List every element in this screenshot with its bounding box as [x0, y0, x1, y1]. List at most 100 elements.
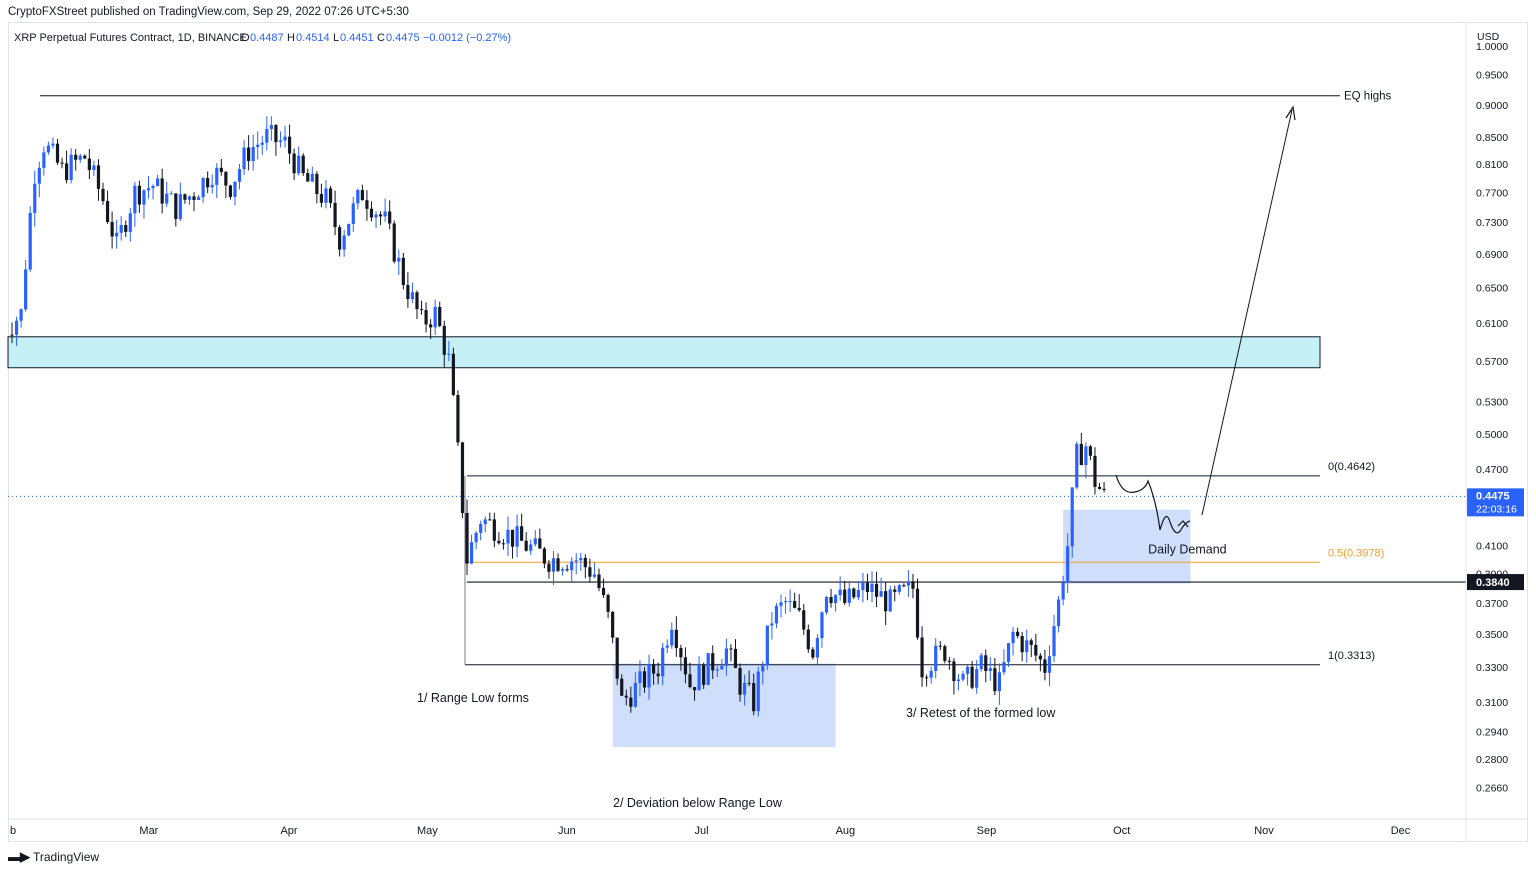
candle-body: [333, 202, 337, 228]
candle-body: [115, 232, 119, 237]
candle-body: [943, 646, 947, 661]
candle-body: [124, 225, 128, 232]
candle-body: [87, 158, 91, 170]
candle-body: [37, 167, 41, 184]
candle-body: [51, 143, 55, 146]
time-tick-label: Jun: [558, 825, 576, 837]
candle-body: [442, 325, 446, 355]
ohlc-o-label: O: [241, 32, 250, 44]
price-tick-label: 0.5700: [1476, 356, 1508, 368]
candle-body: [206, 178, 210, 188]
candle-body: [856, 590, 860, 598]
candle-body: [720, 665, 724, 670]
time-tick-label: May: [417, 825, 438, 837]
last-price-badge: [1467, 488, 1524, 517]
price-tick-label: 0.2660: [1476, 783, 1508, 795]
candle-body: [1034, 644, 1038, 656]
candle-body: [829, 597, 833, 604]
ohlc-h-label: H: [287, 32, 295, 44]
candle-body: [33, 183, 37, 213]
candle-body: [133, 185, 137, 214]
candle-body: [378, 214, 383, 217]
candle-body: [870, 583, 874, 593]
candle-body: [497, 540, 501, 544]
price-tick-label: 0.2940: [1476, 727, 1508, 739]
candle-body: [42, 152, 46, 168]
candle-body: [533, 538, 537, 545]
candle-body: [674, 629, 678, 649]
candle-body: [196, 197, 201, 200]
candle-body: [1088, 446, 1093, 456]
candle-body: [101, 188, 105, 202]
daily-demand-label: Daily Demand: [1148, 543, 1227, 557]
candle-body: [69, 154, 73, 181]
level-badge: [1467, 574, 1524, 591]
candle-body: [793, 600, 797, 608]
candle-body: [274, 125, 278, 142]
candle-body: [501, 543, 506, 545]
annotation-retest: 3/ Retest of the formed low: [906, 706, 1056, 720]
ohlc-l-value: 0.4451: [340, 32, 374, 44]
candle-body: [524, 540, 528, 551]
candle-body: [1079, 443, 1083, 466]
candle-body: [952, 661, 956, 682]
candle-body: [506, 529, 510, 544]
candle-body: [201, 178, 205, 198]
candle-body: [374, 214, 378, 218]
fib-05-label: 0.5(0.3978): [1328, 547, 1384, 559]
price-tick-label: 0.6100: [1476, 318, 1508, 330]
candle-body: [14, 320, 19, 335]
candle-body: [247, 147, 251, 162]
candle-body: [806, 629, 810, 650]
footer-brand[interactable]: ▬▶ TradingView: [8, 849, 99, 865]
price-tick-label: 0.3500: [1476, 629, 1508, 641]
candle-body: [1043, 659, 1047, 673]
candle-body: [729, 648, 733, 650]
candle-body: [251, 147, 255, 162]
candle-body: [1097, 486, 1102, 489]
candle-body: [779, 602, 783, 606]
candle-body: [515, 526, 519, 547]
candle-body: [824, 597, 829, 613]
candle-body: [733, 648, 738, 669]
candle-body: [629, 697, 633, 707]
candle-body: [96, 165, 101, 189]
time-tick-label: Nov: [1254, 825, 1274, 837]
candle-body: [74, 154, 78, 160]
candle-body: [356, 190, 360, 204]
candle-body: [24, 269, 28, 310]
candle-body: [1061, 582, 1065, 600]
candle-body: [651, 664, 656, 674]
candle-body: [342, 235, 346, 250]
candle-body: [611, 611, 615, 638]
candle-body: [1002, 662, 1006, 673]
candle-body: [1025, 640, 1029, 653]
price-tick-label: 0.3100: [1476, 697, 1508, 709]
candle-body: [1020, 636, 1024, 653]
candle-body: [306, 173, 310, 182]
candle-body: [278, 140, 283, 142]
time-tick-label: Dec: [1391, 825, 1411, 837]
candle-body: [119, 225, 123, 233]
candle-body: [884, 591, 888, 612]
candle-body: [397, 257, 401, 262]
ohlc-o-value: 0.4487: [250, 32, 284, 44]
price-tick-label: 0.6500: [1476, 282, 1508, 294]
price-tick-label: 0.4700: [1476, 464, 1508, 476]
candle-body: [351, 203, 355, 224]
candle-body: [215, 167, 219, 185]
candle-body: [465, 513, 469, 564]
fib-0-label: 0(0.4642): [1328, 461, 1375, 473]
candle-body: [297, 155, 301, 174]
candle-body: [65, 163, 69, 181]
candle-body: [1093, 455, 1097, 487]
price-tick-label: 0.3700: [1476, 598, 1508, 610]
candle-body: [893, 589, 897, 592]
candle-body: [83, 155, 87, 159]
candle-body: [488, 519, 492, 521]
candle-body: [797, 607, 801, 611]
last-price-value: 0.4475: [1476, 490, 1510, 502]
footer-brand-text: TradingView: [33, 850, 100, 864]
candle-body: [55, 143, 60, 163]
